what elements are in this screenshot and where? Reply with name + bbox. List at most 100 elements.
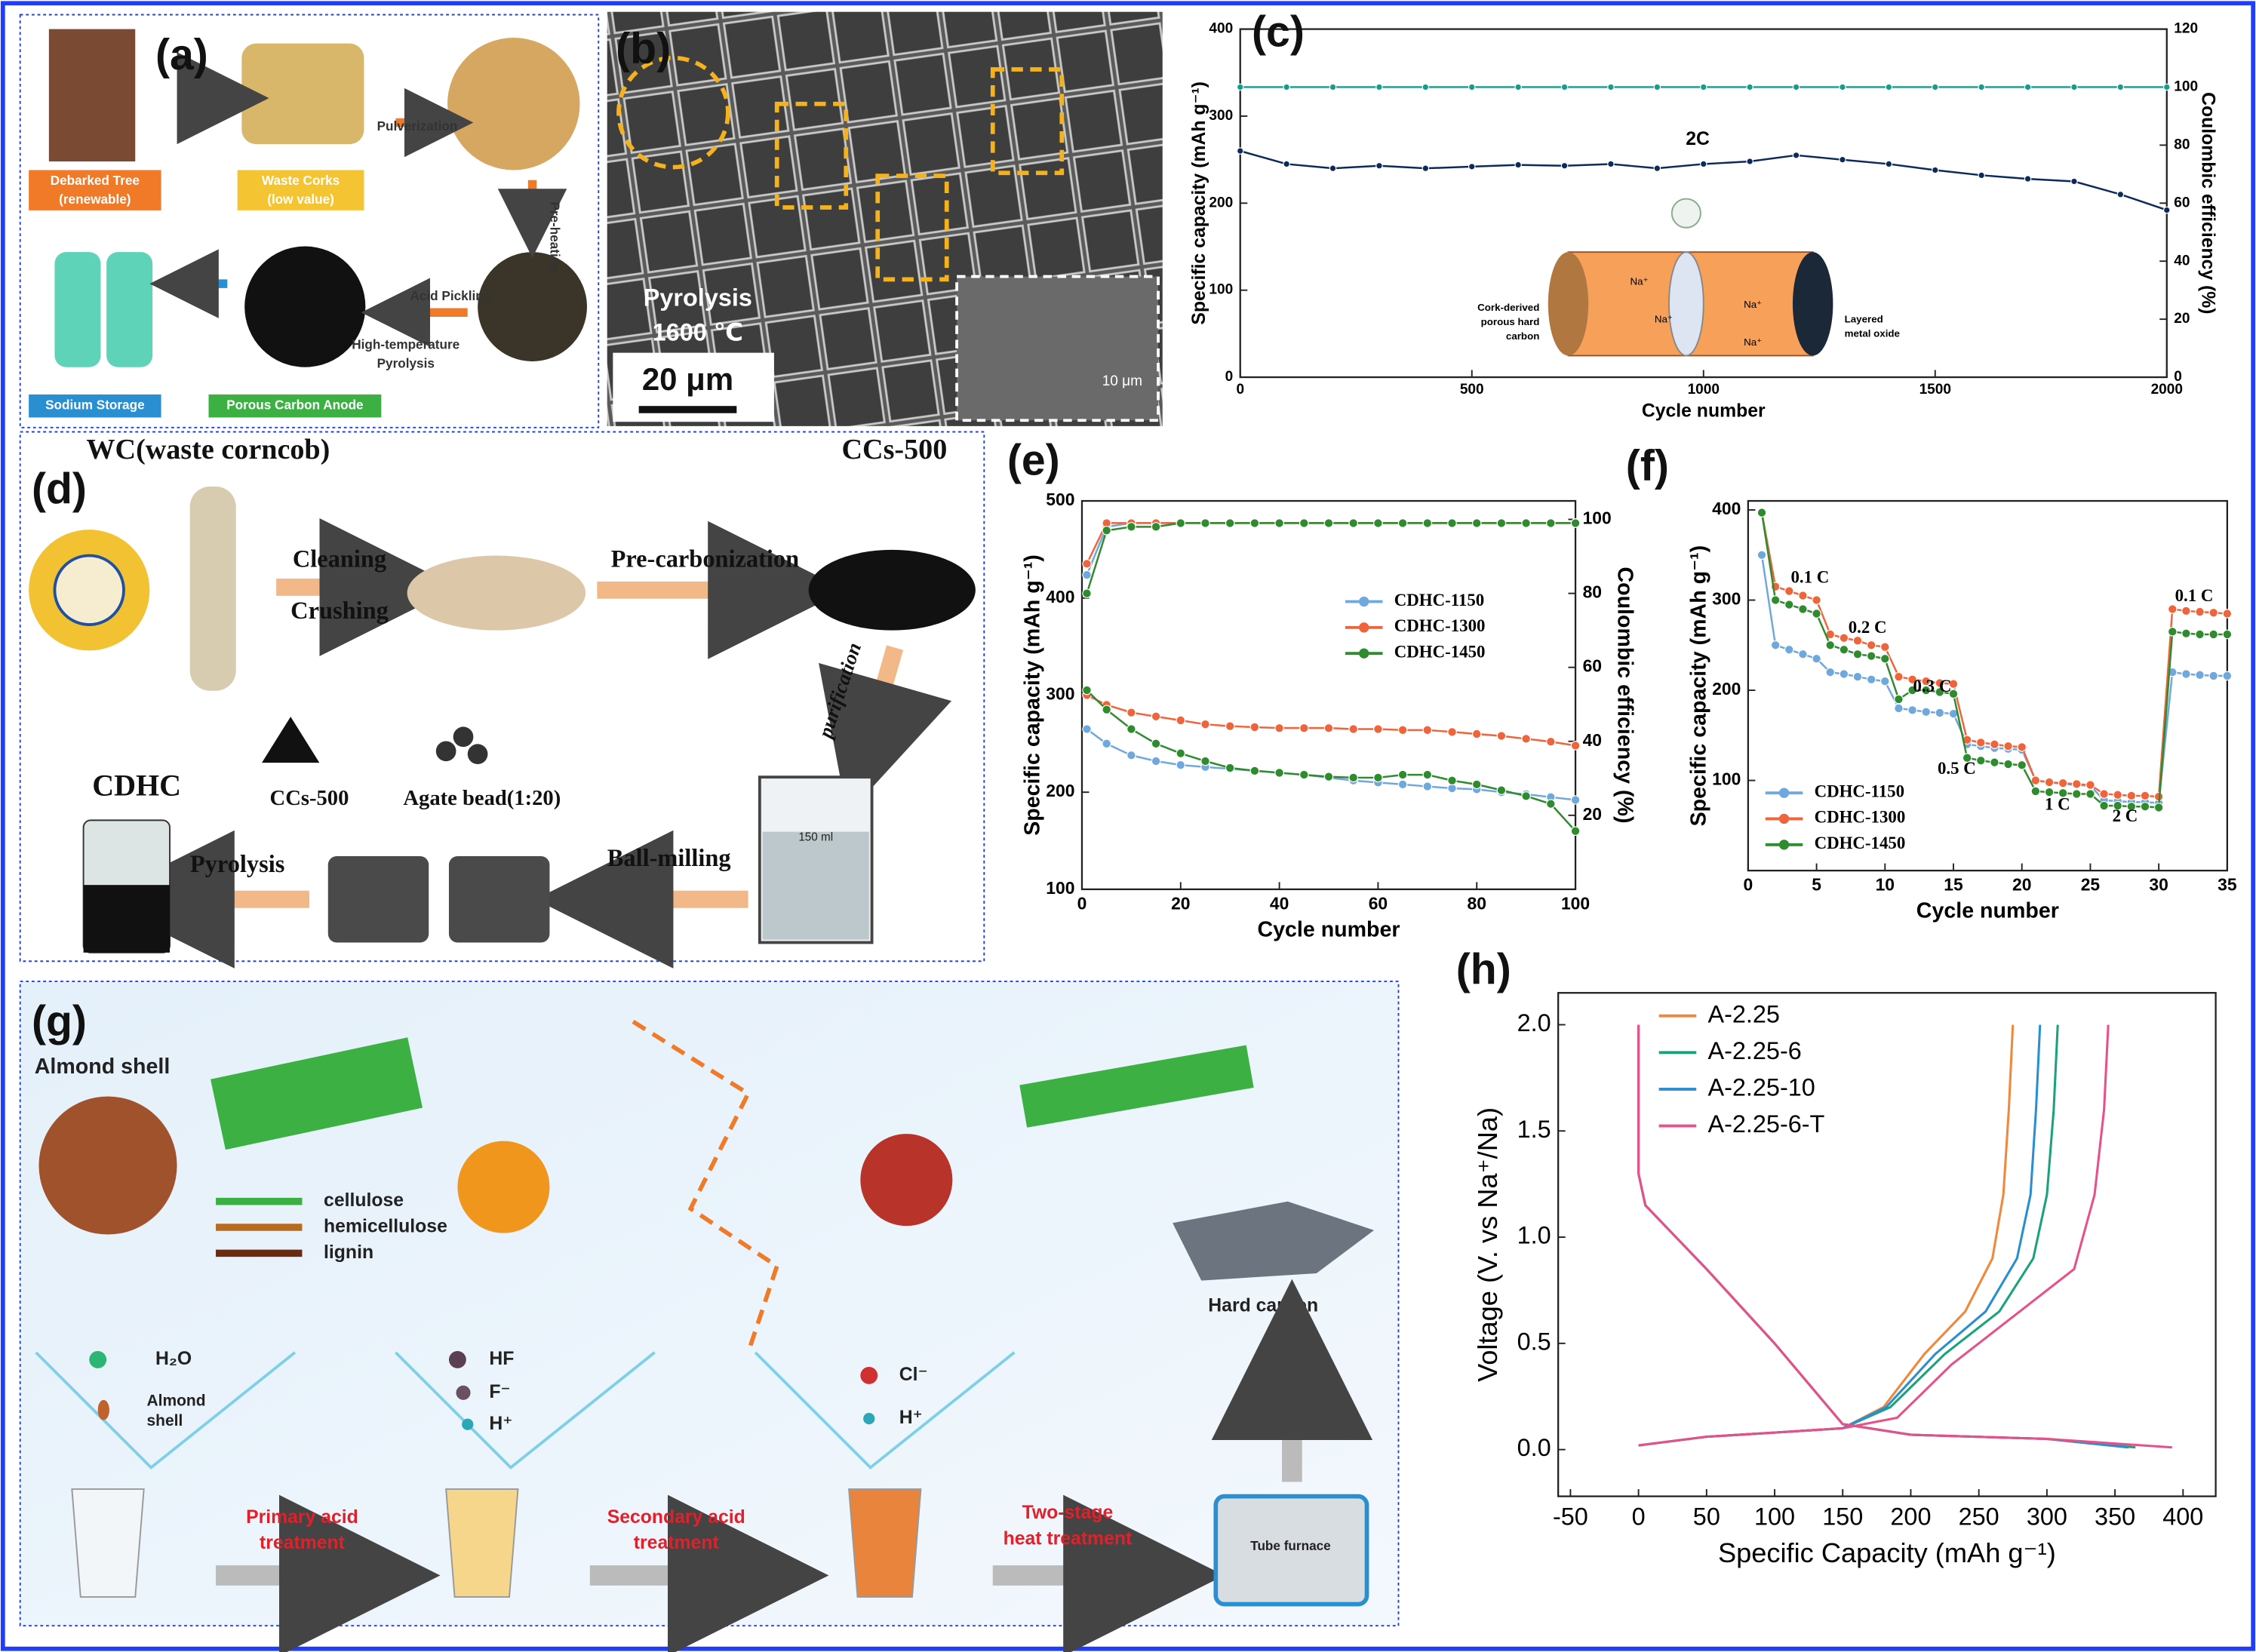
legend-marker [1778,813,1790,824]
annotation: 2C [1686,129,1710,149]
y2-tick-label: 60 [1583,656,1602,676]
data-point [1397,725,1408,735]
data-point [1126,724,1136,734]
data-point [1102,705,1111,715]
data-point [2017,742,2027,752]
data-point [1798,649,1808,659]
species-text: H⁺ [489,1414,512,1434]
data-point [2163,206,2171,214]
vial-carbon [83,885,171,953]
data-point [2126,791,2137,801]
data-point [2113,790,2123,800]
data-point [1931,83,1939,91]
data-point [1126,750,1136,760]
y-tick-label: 100 [1046,878,1074,898]
inset-text: Cork-derived [1477,302,1539,313]
data-point [1151,738,1161,749]
data-point [2126,801,2137,812]
species-text: H⁺ [899,1408,923,1428]
x-tick-label: 200 [1890,1503,1931,1530]
step-text: Pre-heating [548,201,563,272]
data-point [2044,787,2055,797]
x-tick-label: -50 [1553,1503,1588,1530]
scale-text: 10 μm [1102,373,1142,389]
data-point [1102,738,1111,749]
step-text: treatment [634,1533,719,1553]
data-point [1283,83,1290,91]
y-tick-label: 400 [1209,21,1233,37]
legend-label: A-2.25-6-T [1707,1110,1824,1138]
data-point [1299,518,1309,528]
tag-bg [29,394,161,418]
data-point [1082,724,1092,734]
y2-tick-label: 40 [2174,253,2190,269]
y2-axis-label: Coulombic efficiency (%) [2198,92,2218,314]
y-tick-label: 300 [1712,589,1741,609]
data-point [2099,800,2109,811]
battery-icon [54,252,101,367]
data-point [1757,508,1767,517]
data-point [1546,736,1556,747]
data-point [1176,748,1186,758]
inset-text: porous hard [1481,316,1540,327]
data-point [1447,727,1457,737]
data-point [1274,723,1284,733]
annotation: 0.5 C [1938,759,1976,778]
key-text: lignin [324,1242,373,1263]
legend-label: CDHC-1450 [1815,834,1906,852]
x-tick-label: 60 [1369,894,1388,914]
y2-tick-label: 80 [2174,137,2190,152]
data-point [1521,791,1531,801]
molecule [89,1351,107,1368]
x-tick-label: 0 [1744,875,1753,895]
annotation: 0.1 C [2175,586,2214,605]
data-point [1082,588,1092,598]
x-tick-label: 2000 [2151,382,2183,398]
data-point [1329,164,1337,172]
tag-text: Sodium Storage [45,398,145,413]
shell-icon [97,1399,109,1420]
data-point [1373,772,1383,783]
data-point [2195,670,2205,680]
beaker-text: 150 ml [798,831,833,843]
data-point [2222,609,2233,619]
data-point [1176,760,1186,770]
y-axis-label: Specific capacity (mAh g⁻¹) [1020,554,1044,836]
data-point [2195,606,2205,617]
data-point [1082,559,1092,569]
y2-tick-label: 20 [1583,804,1602,824]
ion [448,1351,466,1368]
annotation: 2 C [2113,806,2138,825]
beaker [445,1488,519,1598]
species-text: Almond [147,1392,206,1409]
ccs-icon [262,717,320,763]
data-point [2208,671,2219,681]
key-text: cellulose [324,1190,404,1211]
fiber-icon [211,1037,423,1150]
data-point [2030,775,2041,785]
y-tick-label: 1.0 [1517,1222,1551,1249]
y2-tick-label: 20 [2174,311,2190,327]
tag-bg [237,170,364,210]
data-point [2017,760,2027,770]
data-point [1812,609,1821,619]
y-tick-label: 0.0 [1517,1434,1551,1461]
data-point [1570,741,1581,751]
panel-d: WC(waste corncob) CCs-500 (d) Cleaning C… [19,431,985,969]
data-point [2085,789,2095,799]
data-point [2208,629,2219,640]
tree-photo [48,29,136,162]
data-point [1907,685,1917,695]
data-point [1323,772,1334,781]
data-point [1176,715,1186,726]
species-text: Cl⁻ [899,1365,928,1385]
data-point [1570,795,1581,805]
step-text: Pyrolysis [190,851,284,878]
tag-bg [208,394,382,418]
step-text: Pyrolysis [377,355,435,370]
data-point [1126,522,1136,532]
data-point [2058,778,2068,788]
plot-area [1080,499,1577,891]
corks-photo [241,43,364,145]
y-tick-label: 100 [1209,282,1233,298]
